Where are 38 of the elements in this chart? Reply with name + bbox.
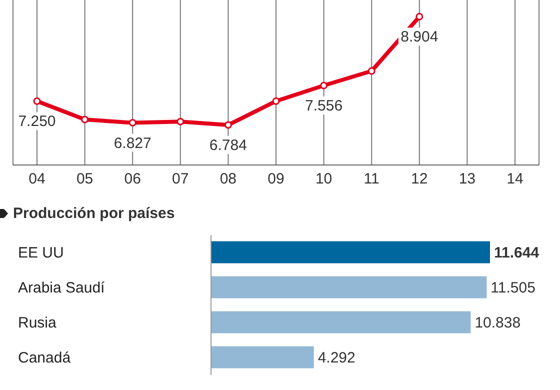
point [416,12,424,20]
x-tick-label: 14 [506,170,524,188]
bar [211,276,487,298]
data-label: 6.784 [209,136,247,154]
data-label: 10.838 [474,314,521,332]
x-tick-label: 04 [28,170,46,188]
y-tick-label: Arabia Saudí [18,280,106,296]
bar [211,346,314,368]
x-tick-label: 09 [268,170,284,188]
x-tick-label: 07 [172,170,189,188]
data-label: 6.827 [114,134,152,152]
point [81,116,89,124]
y-tick-label: EE UU [18,244,64,262]
y-tick-label: Rusia [18,314,58,332]
y-tick-label: Canadá [18,350,72,366]
bar [211,241,490,264]
data-label: 11.644 [494,244,540,262]
data-label: 11.505 [490,279,536,296]
chart-title: Producción por países [13,204,175,222]
data-label: 7.250 [18,113,56,130]
x-tick-label: 10 [315,170,332,188]
point [128,119,136,127]
x-tick-label: 05 [76,170,94,188]
x-tick-label: 06 [124,170,141,188]
point [33,97,41,105]
point [320,82,328,90]
point [224,121,232,129]
x-tick-label: 12 [411,170,428,188]
bar [211,311,471,334]
data-label: 4.292 [318,349,356,366]
x-tick-label: 08 [220,170,237,188]
point [368,67,376,75]
data-label: 7.556 [305,98,343,115]
point [272,97,280,105]
x-tick-label: 13 [458,170,476,188]
point [176,118,184,126]
data-label: 8.904 [400,28,438,46]
x-tick-label: 11 [364,170,380,188]
